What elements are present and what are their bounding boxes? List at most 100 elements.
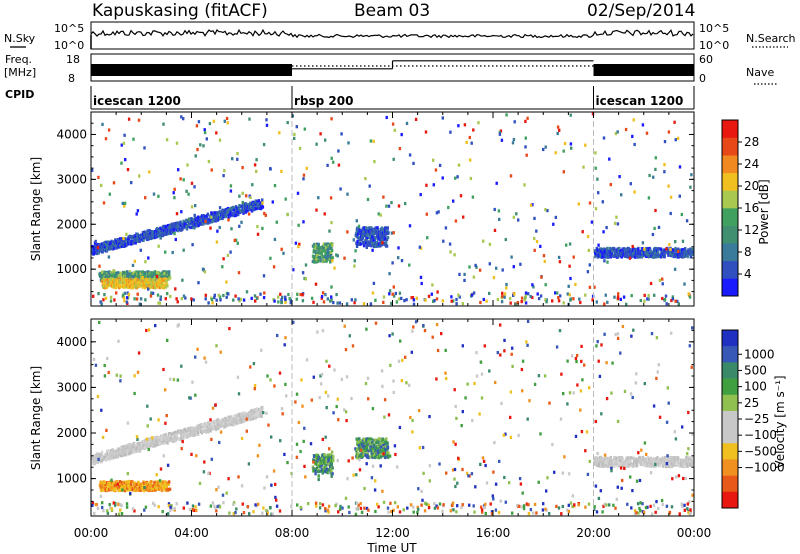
data-cell bbox=[363, 244, 366, 248]
data-cell bbox=[139, 236, 143, 241]
data-cell bbox=[284, 197, 287, 201]
colorbar-swatch bbox=[722, 190, 738, 209]
data-cell bbox=[100, 484, 103, 488]
data-cell bbox=[182, 430, 185, 434]
data-cell bbox=[358, 439, 361, 443]
data-cell bbox=[617, 292, 620, 296]
data-cell bbox=[311, 465, 315, 469]
data-cell bbox=[444, 226, 448, 230]
data-cell bbox=[391, 261, 394, 265]
data-cell bbox=[152, 484, 155, 488]
data-cell bbox=[387, 204, 391, 208]
power-data bbox=[91, 112, 694, 306]
data-cell bbox=[398, 291, 402, 295]
data-cell bbox=[336, 254, 339, 258]
data-cell bbox=[366, 233, 369, 237]
data-cell bbox=[225, 280, 228, 284]
data-cell bbox=[120, 274, 123, 278]
data-cell bbox=[636, 247, 640, 251]
data-cell bbox=[325, 460, 328, 465]
data-cell bbox=[159, 279, 162, 283]
data-cell bbox=[203, 131, 207, 135]
data-cell bbox=[671, 248, 675, 252]
data-cell bbox=[100, 244, 103, 248]
data-cell bbox=[93, 457, 96, 461]
data-cell bbox=[98, 243, 101, 247]
data-cell bbox=[158, 485, 161, 489]
data-cell bbox=[670, 252, 673, 256]
data-cell bbox=[102, 298, 105, 302]
data-cell bbox=[628, 464, 632, 468]
data-cell bbox=[316, 247, 320, 251]
data-cell bbox=[207, 428, 210, 432]
data-cell bbox=[533, 248, 536, 252]
data-cell bbox=[613, 295, 616, 299]
data-cell bbox=[450, 299, 453, 303]
data-cell bbox=[133, 297, 136, 301]
data-cell bbox=[597, 191, 600, 195]
data-cell bbox=[151, 278, 155, 282]
data-cell bbox=[182, 294, 186, 298]
data-cell bbox=[134, 273, 137, 277]
data-cell bbox=[628, 253, 632, 257]
data-cell bbox=[370, 231, 374, 235]
data-cell bbox=[441, 176, 444, 180]
data-cell bbox=[109, 299, 113, 303]
data-cell bbox=[172, 437, 175, 441]
data-cell bbox=[403, 299, 406, 303]
data-cell bbox=[371, 291, 375, 295]
data-cell bbox=[314, 469, 317, 473]
data-cell bbox=[199, 143, 202, 147]
data-cell bbox=[315, 242, 319, 246]
data-cell bbox=[661, 250, 665, 254]
data-cell bbox=[436, 290, 439, 294]
data-cell bbox=[113, 483, 117, 487]
data-cell bbox=[123, 282, 126, 287]
data-cell bbox=[634, 247, 637, 251]
data-cell bbox=[554, 151, 557, 155]
data-cell bbox=[113, 246, 116, 250]
data-cell bbox=[250, 209, 254, 213]
data-cell bbox=[457, 163, 461, 167]
data-cell bbox=[134, 275, 138, 279]
data-cell bbox=[113, 244, 116, 248]
data-cell bbox=[562, 149, 565, 153]
data-cell bbox=[596, 177, 599, 181]
data-cell bbox=[604, 293, 607, 297]
data-cell bbox=[372, 139, 375, 143]
data-cell bbox=[627, 456, 630, 460]
data-cell bbox=[265, 123, 269, 127]
data-cell bbox=[122, 243, 125, 247]
data-cell bbox=[178, 437, 181, 441]
data-cell bbox=[182, 219, 185, 223]
data-cell bbox=[207, 426, 210, 430]
data-cell bbox=[154, 286, 157, 290]
data-cell bbox=[303, 276, 306, 281]
data-cell bbox=[216, 229, 219, 233]
data-cell bbox=[108, 192, 111, 196]
data-cell bbox=[209, 218, 212, 222]
data-cell bbox=[468, 265, 471, 269]
data-cell bbox=[249, 207, 253, 211]
data-cell bbox=[375, 441, 379, 445]
data-cell bbox=[330, 248, 334, 253]
data-cell bbox=[123, 450, 127, 454]
data-cell bbox=[168, 272, 171, 276]
data-cell bbox=[377, 437, 380, 441]
data-cell bbox=[578, 297, 581, 301]
data-cell bbox=[539, 294, 543, 298]
data-cell bbox=[210, 168, 213, 172]
data-cell bbox=[150, 480, 153, 484]
data-cell bbox=[122, 236, 125, 241]
data-cell bbox=[414, 117, 418, 121]
data-cell bbox=[568, 293, 571, 297]
data-cell bbox=[397, 256, 400, 260]
data-cell bbox=[626, 255, 629, 259]
data-cell bbox=[291, 114, 294, 118]
data-cell bbox=[674, 299, 677, 303]
data-cell bbox=[321, 244, 325, 249]
data-cell bbox=[557, 296, 560, 300]
data-cell bbox=[231, 157, 234, 161]
data-cell bbox=[219, 210, 222, 214]
data-cell bbox=[371, 243, 374, 247]
